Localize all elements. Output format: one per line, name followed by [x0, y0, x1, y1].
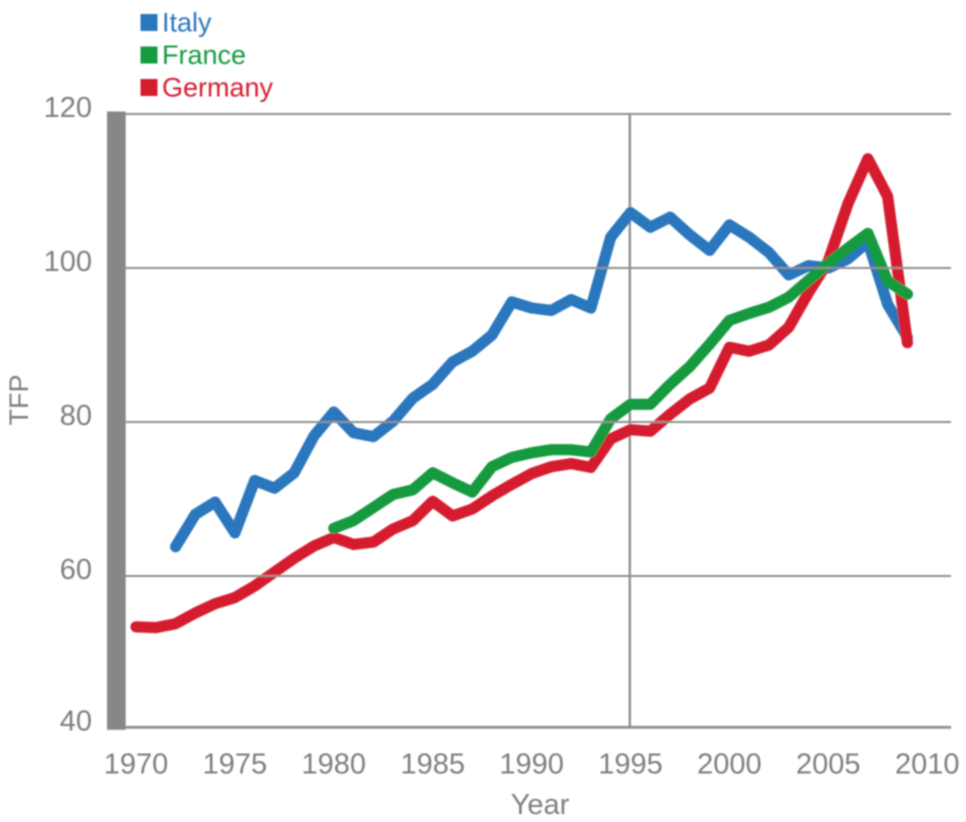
svg-text:2005: 2005 [796, 749, 861, 781]
svg-text:2000: 2000 [697, 749, 762, 781]
svg-text:1995: 1995 [598, 749, 663, 781]
svg-text:120: 120 [44, 92, 92, 124]
svg-text:1990: 1990 [499, 749, 564, 781]
svg-text:TFP: TFP [4, 375, 34, 426]
svg-text:2010: 2010 [895, 749, 960, 781]
svg-text:Year: Year [511, 789, 570, 821]
svg-text:1970: 1970 [104, 749, 169, 781]
svg-text:1980: 1980 [302, 749, 367, 781]
svg-text:1975: 1975 [203, 749, 268, 781]
svg-text:60: 60 [60, 554, 92, 586]
svg-text:100: 100 [44, 246, 92, 278]
svg-text:40: 40 [60, 705, 92, 737]
svg-text:Italy: Italy [162, 8, 212, 38]
svg-text:Germany: Germany [162, 73, 274, 103]
svg-text:80: 80 [60, 400, 92, 432]
svg-text:1985: 1985 [400, 749, 465, 781]
svg-text:France: France [162, 40, 246, 70]
